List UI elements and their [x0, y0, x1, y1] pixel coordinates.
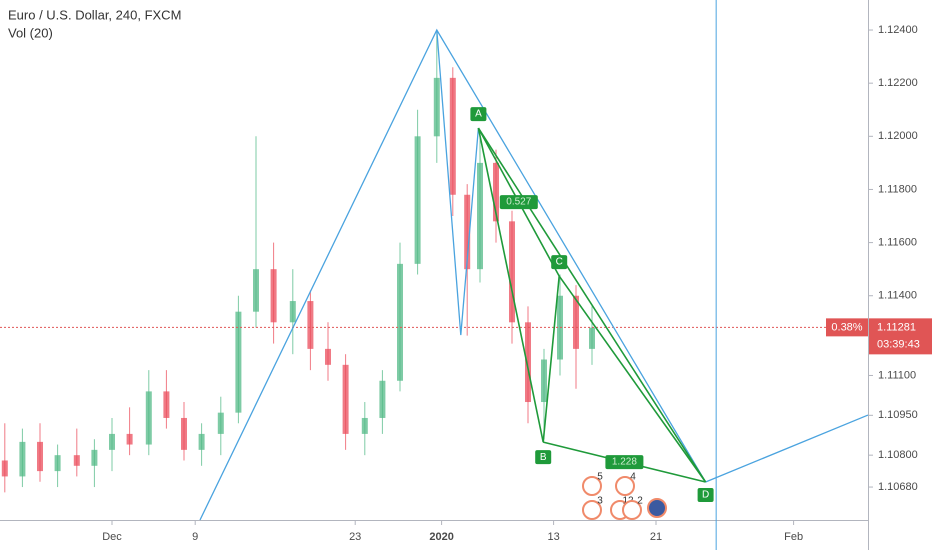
- x-tick-label: Feb: [784, 531, 803, 543]
- event-icon: [582, 476, 602, 496]
- candle-body: [91, 449, 98, 466]
- trend-drawing: [705, 414, 869, 483]
- last-price-label: 1.11281: [877, 321, 916, 333]
- candle-body: [270, 269, 277, 323]
- ratio-label: 0.527: [506, 197, 531, 208]
- x-tick-label: 2020: [429, 531, 453, 543]
- y-tick-label: 1.11800: [878, 183, 917, 195]
- event-count: 2: [637, 496, 643, 507]
- y-tick-label: 1.12000: [878, 130, 918, 142]
- x-tick-label: 13: [547, 531, 559, 543]
- ratio-box: [499, 195, 538, 210]
- pattern-point-box: [535, 450, 552, 465]
- y-tick-label: 1.10950: [878, 409, 918, 421]
- candle-body: [589, 327, 595, 349]
- y-tick-label: 1.12200: [878, 77, 918, 89]
- y-tick-label: 1.10680: [878, 481, 918, 493]
- pattern-point-label: D: [702, 490, 709, 501]
- candle-body: [509, 221, 515, 323]
- y-tick-label: 1.10800: [878, 449, 918, 461]
- ratio-label: 1.228: [612, 457, 637, 468]
- candle-body: [253, 269, 259, 312]
- chart-subtitle: Vol (20): [8, 25, 53, 40]
- candle-body: [109, 433, 115, 450]
- harmonic-pattern: A B C D 0.527 1.228: [470, 107, 714, 503]
- y-tick-label: 1.11400: [878, 290, 917, 302]
- trend-drawing: [436, 29, 480, 336]
- candle-body: [325, 348, 331, 365]
- candle-body: [449, 77, 456, 195]
- candle-body: [361, 417, 368, 434]
- y-tick-label: 1.11600: [878, 237, 917, 249]
- x-tick-label: 9: [192, 531, 198, 543]
- event-icon: [622, 500, 642, 520]
- candle-body: [126, 433, 133, 445]
- pattern-point-box: [697, 488, 714, 503]
- price-change-badge: [826, 318, 868, 337]
- event-count: 3: [597, 496, 603, 507]
- candle-body: [464, 194, 471, 270]
- candle-body: [37, 441, 43, 472]
- candle-body: [181, 417, 187, 450]
- candle-body: [73, 455, 80, 466]
- candle-body: [163, 391, 170, 418]
- candle-body: [1, 460, 8, 477]
- candle-body: [307, 301, 314, 349]
- y-tick-label: 1.12400: [878, 24, 918, 36]
- event-count: 4: [630, 472, 636, 483]
- last-price-badge: [869, 318, 932, 355]
- candle-body: [493, 162, 499, 222]
- countdown-label: 03:39:43: [877, 338, 920, 350]
- candle-body: [414, 136, 421, 264]
- pattern-point-label: B: [540, 452, 547, 463]
- pattern-point-label: C: [556, 257, 563, 268]
- chart-title: Euro / U.S. Dollar, 240, FXCM: [8, 7, 181, 22]
- candle-body: [145, 391, 152, 445]
- pattern-point-box: [470, 107, 487, 122]
- event-icon: [582, 500, 602, 520]
- candle-body: [235, 311, 242, 413]
- candle-body: [289, 301, 296, 323]
- candle-body: [342, 364, 349, 434]
- candle-body: [19, 441, 26, 477]
- candle-body: [477, 162, 483, 270]
- candle-body: [525, 322, 531, 403]
- candle-body: [54, 455, 61, 472]
- event-count: 5: [597, 472, 603, 483]
- candle-body: [433, 77, 440, 137]
- pattern-leg: [477, 127, 544, 443]
- candle-body: [573, 295, 579, 349]
- x-tick-label: Dec: [102, 531, 122, 543]
- x-tick-label: 23: [349, 531, 361, 543]
- candle-body: [541, 359, 547, 403]
- pattern-point-label: A: [475, 109, 482, 120]
- pattern-leg: [542, 275, 560, 443]
- pattern-leg: [477, 127, 707, 483]
- pattern-point-box: [551, 255, 568, 270]
- candle-body: [198, 433, 205, 450]
- candle-body: [397, 263, 403, 381]
- price-change-label: 0.38%: [831, 321, 862, 333]
- candle-body: [217, 412, 224, 434]
- pattern-leg: [558, 275, 707, 483]
- candle-body: [379, 380, 386, 418]
- event-icon: [615, 476, 635, 496]
- x-tick-label: 21: [650, 531, 662, 543]
- y-tick-label: 1.11100: [878, 369, 916, 381]
- event-icon: [647, 498, 667, 518]
- ratio-box: [605, 455, 644, 470]
